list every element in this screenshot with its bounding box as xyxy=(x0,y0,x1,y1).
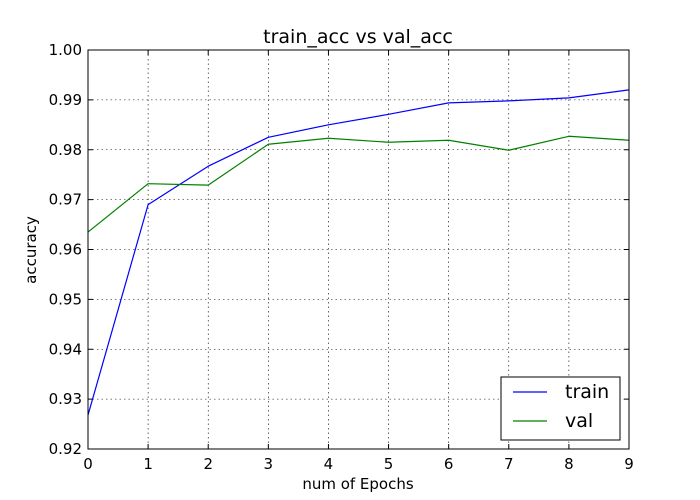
x-tick-label: 2 xyxy=(203,455,213,473)
y-tick-label: 0.92 xyxy=(49,440,82,458)
legend-label-train: train xyxy=(565,381,609,403)
y-tick-label: 0.97 xyxy=(49,191,82,209)
legend-box xyxy=(500,376,621,441)
y-tick-label: 0.95 xyxy=(49,290,82,308)
series-line-val xyxy=(87,135,630,233)
series-line-train xyxy=(87,89,630,416)
x-tick-label: 3 xyxy=(264,455,274,473)
y-tick-label: 0.96 xyxy=(49,241,82,259)
plot-frame xyxy=(87,49,630,450)
x-tick-label: 6 xyxy=(444,455,454,473)
x-tick-label: 4 xyxy=(324,455,334,473)
y-tick-label: 0.94 xyxy=(49,340,82,358)
x-axis-label: num of Epochs xyxy=(302,475,414,493)
chart-title: train_acc vs val_acc xyxy=(263,26,453,48)
y-tick-label: 0.99 xyxy=(49,91,82,109)
x-tick-label: 0 xyxy=(83,455,93,473)
x-tick-label: 7 xyxy=(504,455,514,473)
y-axis-label: accuracy xyxy=(22,216,40,284)
y-tick-label: 0.93 xyxy=(49,390,82,408)
legend-label-val: val xyxy=(565,410,593,432)
x-tick-label: 1 xyxy=(143,455,153,473)
x-tick-label: 9 xyxy=(624,455,634,473)
legend: train val xyxy=(500,376,621,441)
x-tick-label: 8 xyxy=(564,455,574,473)
x-tick-label: 5 xyxy=(384,455,394,473)
y-tick-label: 1.00 xyxy=(49,41,82,59)
series-layer xyxy=(87,89,630,416)
tick-layer: 0 1 2 3 4 5 6 7 8 9 0.92 0.93 0.94 0.95 0.96 0.97 0.98 0.… xyxy=(49,41,634,473)
y-tick-label: 0.98 xyxy=(49,141,82,159)
